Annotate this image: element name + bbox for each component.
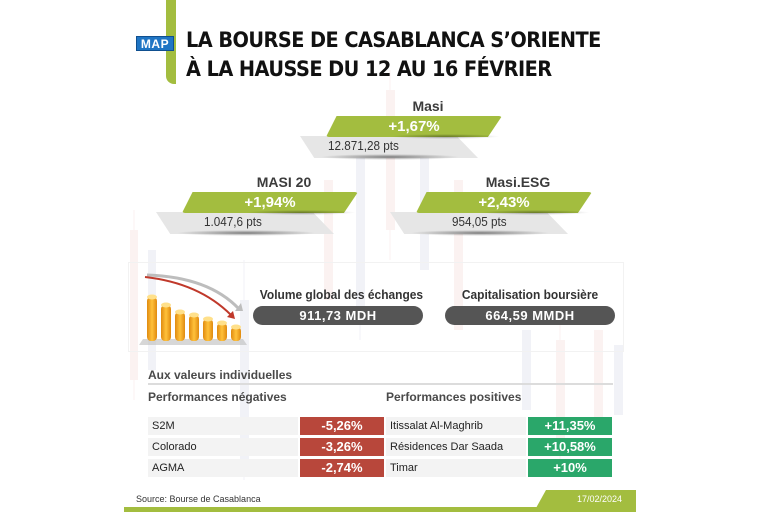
band-shadow bbox=[176, 230, 316, 236]
negative-row: Colorado -3,26% bbox=[148, 438, 384, 456]
index-name: MASI 20 bbox=[256, 174, 312, 190]
index-points: 954,05 pts bbox=[452, 214, 507, 229]
stock-change: +10,58% bbox=[528, 438, 612, 456]
points-band bbox=[156, 212, 334, 234]
points-band bbox=[300, 136, 478, 158]
infographic: MAP LA BOURSE DE CASABLANCA S’ORIENTE À … bbox=[124, 0, 636, 512]
negative-row: S2M -5,26% bbox=[148, 417, 384, 435]
capitalisation-label: Capitalisation boursière bbox=[461, 287, 599, 302]
stock-name: Résidences Dar Saada bbox=[386, 438, 526, 456]
stock-change: +11,35% bbox=[528, 417, 612, 435]
stock-name: Timar bbox=[386, 459, 526, 477]
volume-value: 911,73 MDH bbox=[253, 306, 423, 325]
capitalisation-value: 664,59 MMDH bbox=[445, 306, 615, 325]
stock-name: Itissalat Al-Maghrib bbox=[386, 417, 526, 435]
title-line-1: LA BOURSE DE CASABLANCA S’ORIENTE bbox=[186, 28, 601, 52]
change-band bbox=[326, 116, 502, 137]
index-points: 12.871,28 pts bbox=[328, 138, 399, 153]
title-line-2: À LA HAUSSE DU 12 AU 16 FÉVRIER bbox=[186, 57, 552, 81]
stock-change: -2,74% bbox=[300, 459, 384, 477]
positive-row: Résidences Dar Saada +10,58% bbox=[386, 438, 612, 456]
stock-name: Colorado bbox=[148, 438, 298, 456]
map-logo: MAP bbox=[136, 36, 174, 51]
points-band bbox=[390, 212, 568, 234]
negative-performance-title: Performances négatives bbox=[148, 390, 287, 404]
market-stats: Volume global des échanges 911,73 MDH Ca… bbox=[128, 262, 624, 352]
band-shadow bbox=[320, 154, 460, 160]
date-tag: 17/02/2024 bbox=[536, 490, 636, 508]
band-shadow bbox=[390, 134, 500, 139]
index-masi: Masi +1,67% 12.871,28 pts bbox=[300, 98, 530, 168]
change-band bbox=[182, 192, 358, 213]
divider bbox=[148, 383, 613, 385]
index-masi-esg: Masi.ESG +2,43% 954,05 pts bbox=[390, 174, 620, 244]
positive-row: Timar +10% bbox=[386, 459, 612, 477]
capitalisation-stat: Capitalisation boursière 664,59 MMDH bbox=[445, 287, 615, 325]
positive-performance-title: Performances positives bbox=[386, 390, 522, 404]
negative-row: AGMA -2,74% bbox=[148, 459, 384, 477]
source-note: Source: Bourse de Casablanca bbox=[136, 494, 261, 504]
footer-bar bbox=[124, 507, 636, 512]
index-masi-20: MASI 20 +1,94% 1.047,6 pts bbox=[156, 174, 386, 244]
volume-stat: Volume global des échanges 911,73 MDH bbox=[253, 287, 423, 325]
section-title: Aux valeurs individuelles bbox=[148, 368, 293, 382]
volume-label: Volume global des échanges bbox=[259, 287, 424, 302]
index-change: +1,94% bbox=[244, 194, 296, 211]
band-shadow bbox=[410, 230, 550, 236]
stock-name: S2M bbox=[148, 417, 298, 435]
positive-row: Itissalat Al-Maghrib +11,35% bbox=[386, 417, 612, 435]
page-title: LA BOURSE DE CASABLANCA S’ORIENTE À LA H… bbox=[186, 26, 601, 84]
band-shadow bbox=[246, 210, 356, 215]
coins-decline-icon bbox=[139, 273, 247, 345]
index-change: +2,43% bbox=[478, 194, 530, 211]
change-band bbox=[416, 192, 592, 213]
stock-name: AGMA bbox=[148, 459, 298, 477]
index-points: 1.047,6 pts bbox=[204, 214, 262, 229]
stock-change: -5,26% bbox=[300, 417, 384, 435]
index-name: Masi bbox=[412, 98, 444, 114]
index-change: +1,67% bbox=[388, 118, 440, 135]
stock-change: -3,26% bbox=[300, 438, 384, 456]
index-name: Masi.ESG bbox=[485, 174, 551, 190]
band-shadow bbox=[480, 210, 590, 215]
stock-change: +10% bbox=[528, 459, 612, 477]
